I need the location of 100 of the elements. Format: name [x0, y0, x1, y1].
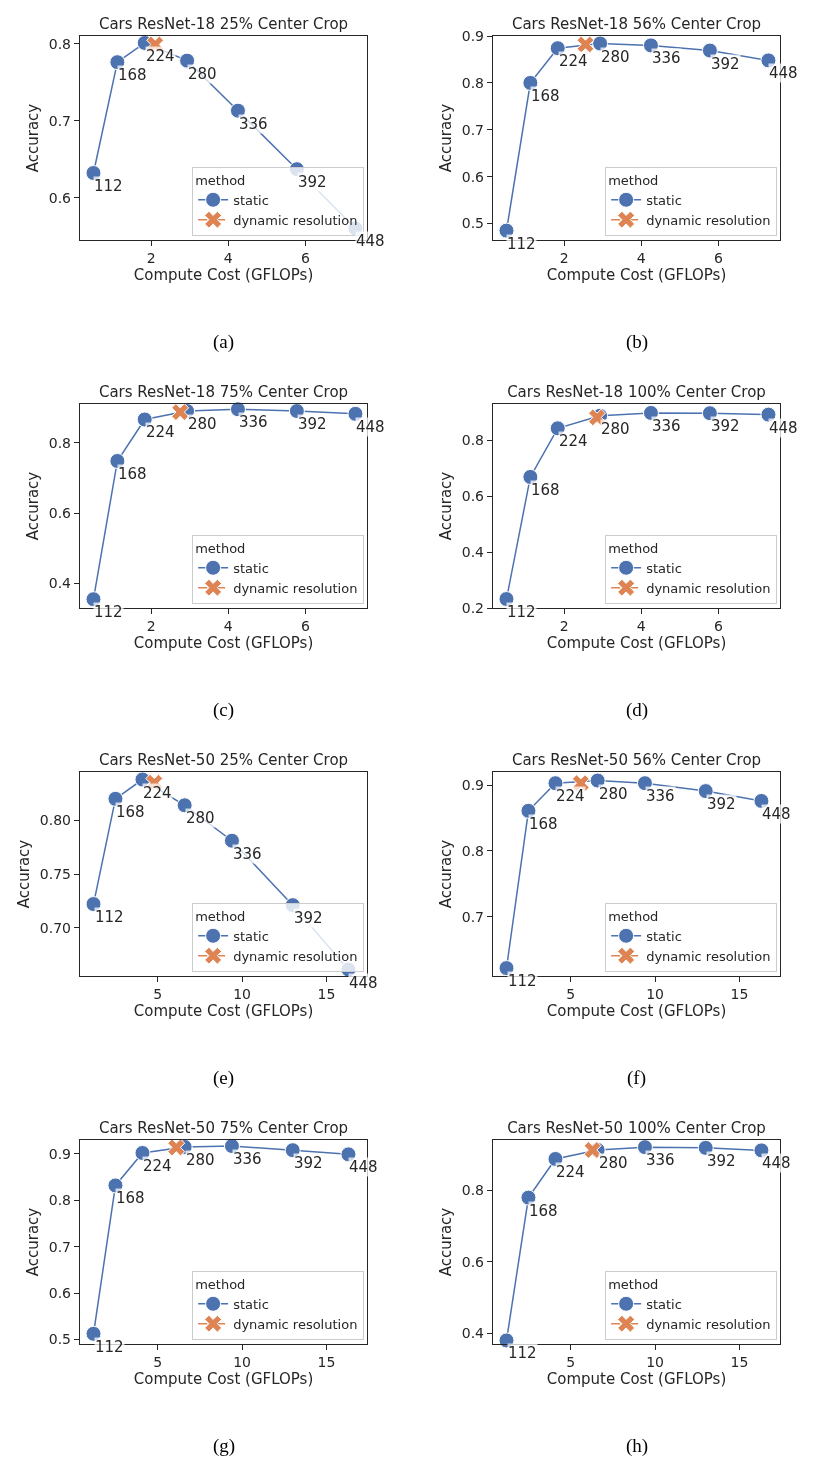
text: (a) [213, 331, 235, 353]
legend-label: static [646, 192, 682, 208]
x-tick-label: 15 [730, 986, 749, 1002]
legend-label: static [233, 928, 269, 944]
annotation: 280 [601, 48, 630, 66]
annotation: 224 [146, 423, 175, 441]
annotation: 280 [601, 420, 630, 438]
y-tick-label: 0.80 [39, 812, 71, 829]
annotation: 168 [531, 87, 560, 105]
annotation: 336 [233, 1150, 262, 1168]
text: (c) [213, 699, 235, 721]
chart-title: Cars ResNet-18 100% Center Crop [507, 382, 766, 401]
annotation: 392 [298, 415, 327, 433]
annotation: 280 [599, 785, 628, 803]
text: (e) [213, 1067, 235, 1089]
y-axis-title: Accuracy [437, 839, 456, 909]
annotation: 112 [94, 603, 123, 621]
x-tick-label: 5 [153, 986, 163, 1002]
x-tick-label: 6 [300, 250, 310, 266]
text: (b) [626, 331, 649, 353]
annotation: 224 [556, 787, 585, 805]
legend-label: dynamic resolution [233, 1316, 358, 1332]
annotation: 448 [769, 419, 798, 437]
legend-label: dynamic resolution [646, 580, 771, 596]
x-tick-label: 6 [300, 618, 310, 634]
annotation: 112 [94, 177, 123, 195]
x-axis-title: Compute Cost (GFLOPs) [133, 266, 314, 284]
chart-title: Cars ResNet-50 25% Center Crop [98, 750, 349, 769]
legend-title: method [608, 172, 659, 188]
x-tick-label: 2 [559, 618, 569, 634]
y-tick-label: 0.8 [461, 74, 484, 91]
x-tick-label: 4 [223, 618, 233, 634]
annotation: 168 [531, 481, 560, 499]
y-tick-label: 0.9 [461, 777, 484, 794]
y-tick-label: 0.7 [461, 908, 484, 925]
y-tick-label: 0.8 [48, 434, 71, 451]
chart-title: Cars ResNet-18 56% Center Crop [511, 14, 762, 33]
annotation: 112 [507, 235, 536, 253]
annotation: 224 [556, 1163, 585, 1181]
legend-title: method [195, 1276, 246, 1292]
x-tick-label: 6 [713, 618, 723, 634]
x-tick-label: 4 [223, 250, 233, 266]
annotation: 112 [95, 1338, 124, 1356]
annotation: 224 [143, 1157, 172, 1175]
legend-label: static [646, 928, 682, 944]
x-tick-label: 6 [713, 250, 723, 266]
y-axis-title: Accuracy [437, 1207, 456, 1277]
y-tick-label: 0.5 [48, 1331, 71, 1348]
y-tick-label: 0.6 [461, 488, 485, 505]
annotation: 392 [294, 1154, 323, 1172]
y-tick-label: 0.8 [461, 1182, 484, 1199]
x-tick-label: 2 [146, 618, 156, 634]
annotation: 392 [707, 1152, 736, 1170]
x-tick-label: 5 [566, 986, 576, 1002]
y-tick-label: 0.6 [48, 1284, 72, 1301]
annotation: 280 [599, 1154, 628, 1172]
annotation: 168 [116, 803, 145, 821]
legend-label: dynamic resolution [233, 948, 358, 964]
x-axis-title: Compute Cost (GFLOPs) [546, 1370, 727, 1388]
annotation: 168 [529, 1202, 558, 1220]
y-tick-label: 0.7 [48, 1238, 71, 1255]
y-tick-label: 0.6 [48, 189, 72, 206]
annotation: 336 [646, 787, 675, 805]
legend-label: static [233, 1296, 269, 1312]
y-tick-label: 0.8 [48, 1192, 71, 1209]
annotation: 224 [559, 52, 588, 70]
y-tick-label: 0.8 [48, 35, 71, 52]
legend-title: method [608, 540, 659, 556]
annotation: 112 [507, 603, 536, 621]
annotation: 280 [188, 415, 217, 433]
legend-label: dynamic resolution [646, 1316, 771, 1332]
legend-title: method [195, 540, 246, 556]
chart-title: Cars ResNet-18 25% Center Crop [98, 14, 349, 33]
chart-title: Cars ResNet-18 75% Center Crop [98, 382, 349, 401]
x-tick-label: 10 [233, 986, 251, 1002]
annotation: 224 [146, 47, 175, 65]
x-tick-label: 2 [146, 250, 156, 266]
legend-title: method [195, 172, 246, 188]
annotation: 224 [143, 784, 172, 802]
text: (h) [626, 1435, 649, 1457]
annotation: 168 [118, 465, 147, 483]
annotation: 336 [239, 413, 268, 431]
annotation: 392 [707, 795, 736, 813]
annotation: 336 [652, 49, 681, 67]
annotation: 280 [186, 809, 215, 827]
y-axis-title: Accuracy [24, 471, 43, 541]
legend-label: static [233, 560, 269, 576]
annotation: 448 [762, 1154, 791, 1172]
x-axis-title: Compute Cost (GFLOPs) [133, 1002, 314, 1020]
y-tick-label: 0.8 [461, 842, 484, 859]
legend-title: method [608, 1276, 659, 1292]
annotation: 112 [95, 908, 124, 926]
annotation: 448 [349, 974, 378, 992]
x-tick-label: 5 [153, 1354, 163, 1370]
y-tick-label: 0.9 [48, 1145, 71, 1162]
legend-title: method [608, 908, 659, 924]
x-axis-title: Compute Cost (GFLOPs) [546, 266, 727, 284]
text: (g) [213, 1435, 236, 1457]
y-tick-label: 0.7 [461, 121, 484, 138]
annotation: 224 [559, 432, 588, 450]
